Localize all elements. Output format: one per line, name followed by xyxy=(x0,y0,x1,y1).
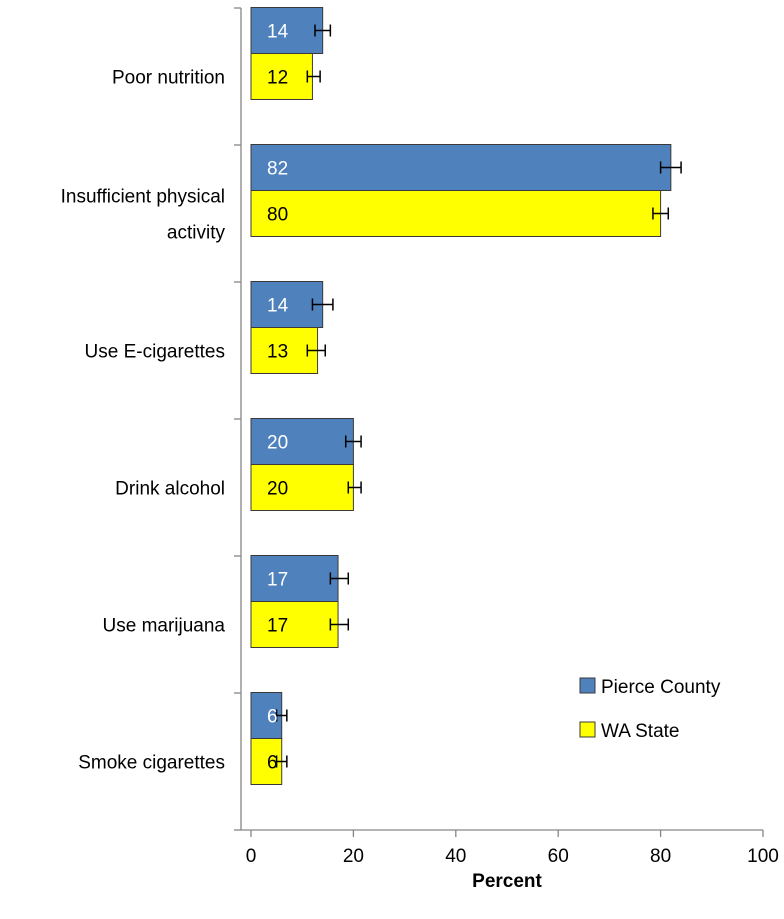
data-label: 13 xyxy=(267,342,288,363)
legend-swatch xyxy=(579,721,596,738)
data-label: 6 xyxy=(267,707,278,728)
data-label: 82 xyxy=(267,159,288,180)
data-label: 80 xyxy=(267,205,288,226)
error-bar xyxy=(306,70,321,83)
error-bar xyxy=(306,344,326,357)
bars xyxy=(250,7,672,785)
category-label: Poor nutrition xyxy=(112,68,225,89)
bar-wa-state xyxy=(250,464,354,511)
x-tick-label: 20 xyxy=(343,846,364,867)
error-bar xyxy=(329,618,350,631)
error-bar xyxy=(329,572,350,585)
data-label: 14 xyxy=(267,296,289,317)
bar-pierce-county xyxy=(250,7,324,54)
legend-label: WA State xyxy=(601,721,680,742)
data-labels: 14 12 82 80 14 13 20 20 17 17 6 6 xyxy=(267,22,289,774)
x-tick-label: 0 xyxy=(246,846,257,867)
axes xyxy=(234,7,764,837)
x-tick-label: 60 xyxy=(548,846,569,867)
x-tick-label: 100 xyxy=(747,846,779,867)
error-bar xyxy=(311,298,334,311)
x-tick-label: 80 xyxy=(650,846,671,867)
error-bar xyxy=(275,709,288,722)
legend-swatch xyxy=(579,677,596,694)
category-labels: Poor nutrition Insufficient physical activ… xyxy=(61,68,226,774)
bar-wa-state xyxy=(250,53,313,100)
data-label: 12 xyxy=(267,68,288,89)
data-label: 17 xyxy=(267,570,288,591)
data-label: 20 xyxy=(267,479,288,500)
category-label: Smoke cigarettes xyxy=(78,753,225,774)
error-bar xyxy=(344,435,362,448)
legend-label: Pierce County xyxy=(601,677,721,698)
tick-labels: 0 20 40 60 80 100 xyxy=(246,846,779,867)
bar-wa-state xyxy=(250,601,339,648)
error-bar xyxy=(314,24,332,37)
x-axis-title: Percent xyxy=(472,871,542,892)
bar-pierce-county xyxy=(250,281,324,328)
bar-pierce-county xyxy=(250,555,339,602)
data-label: 6 xyxy=(267,753,278,774)
bar-pierce-county xyxy=(250,144,672,191)
data-label: 20 xyxy=(267,433,288,454)
error-bars xyxy=(275,24,682,768)
error-bar xyxy=(659,161,682,174)
category-label: Insufficient physical activity xyxy=(61,187,226,244)
legend: Pierce County WA State xyxy=(579,677,721,742)
category-label: Use marijuana xyxy=(103,616,226,637)
error-bar xyxy=(275,755,288,768)
category-label: Use E-cigarettes xyxy=(85,342,225,363)
category-label: Drink alcohol xyxy=(115,479,225,500)
bar-wa-state xyxy=(250,190,662,237)
error-bar xyxy=(347,481,362,494)
data-label: 17 xyxy=(267,616,288,637)
error-bar xyxy=(652,207,670,220)
data-label: 14 xyxy=(267,22,289,43)
x-tick-label: 40 xyxy=(445,846,466,867)
